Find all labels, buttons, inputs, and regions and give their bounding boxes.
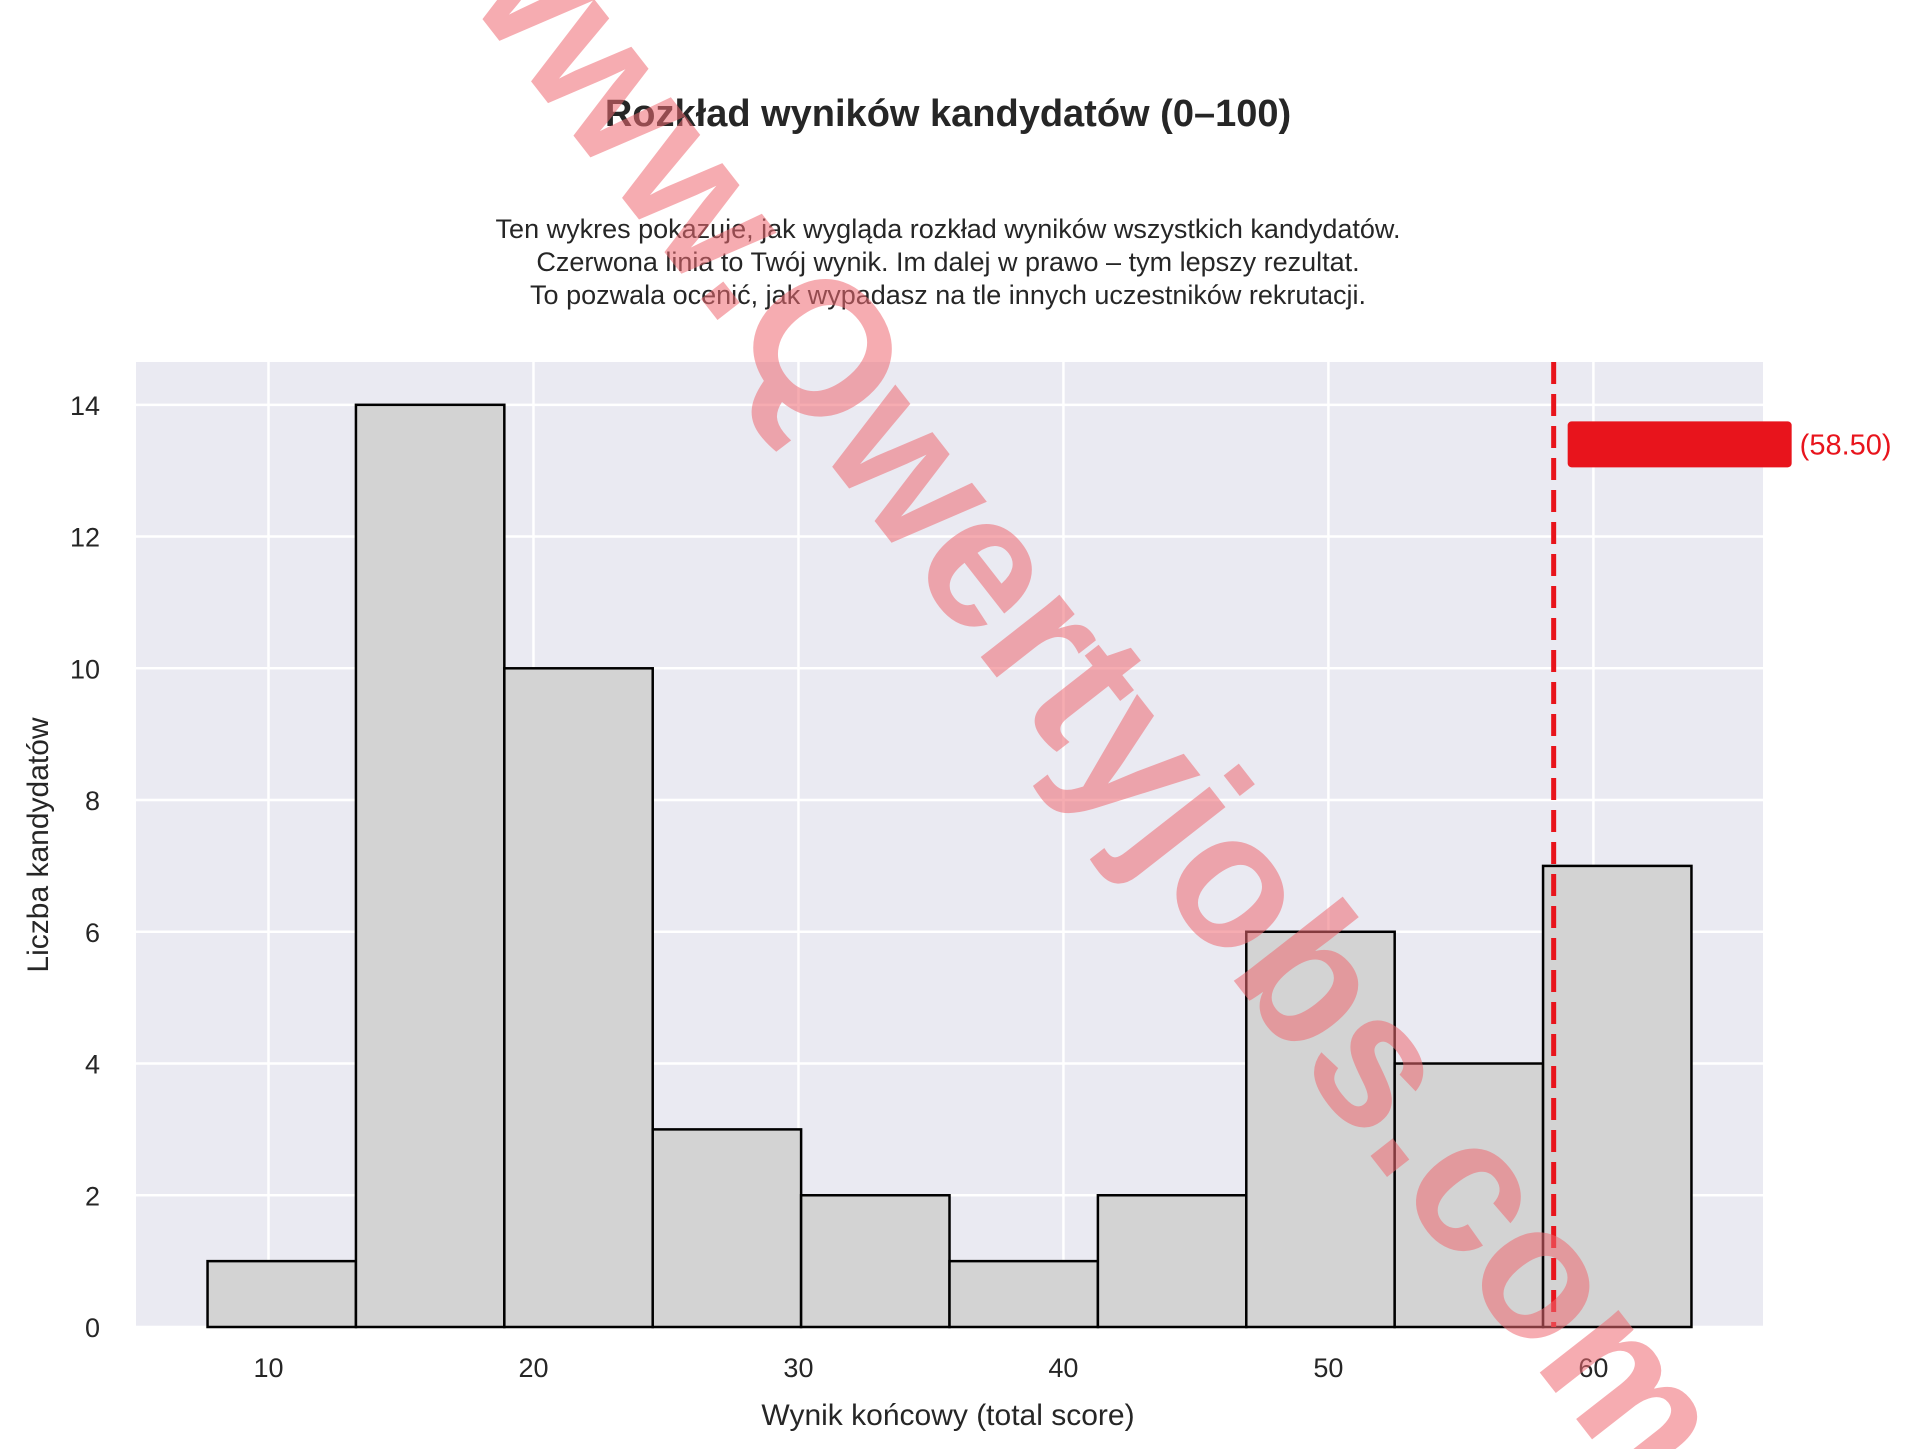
axis-ticks: 10 20 30 40 50 60 0 2 4 6 8 10 12 14 [70, 391, 1608, 1383]
x-tick-label: 30 [783, 1353, 813, 1383]
redacted-label-block [1567, 421, 1792, 468]
histogram-bars [206, 403, 1693, 1329]
histogram-bar [503, 667, 654, 1329]
chart-subtitle-line-1: Ten wykres pokazuje, jak wygląda rozkład… [496, 214, 1401, 244]
x-tick-label: 40 [1048, 1353, 1078, 1383]
x-axis-label: Wynik końcowy (total score) [761, 1399, 1134, 1432]
y-tick-label: 12 [70, 523, 100, 553]
histogram-bar [1393, 1062, 1545, 1329]
x-tick-label: 60 [1578, 1353, 1608, 1383]
chart-subtitle-line-2: Czerwona linia to Twój wynik. Im dalej w… [536, 247, 1359, 277]
y-tick-label: 6 [85, 918, 100, 948]
histogram-bar [1096, 1194, 1248, 1329]
histogram-bar [354, 403, 506, 1329]
chart-title: Rozkład wyników kandydatów (0–100) [605, 93, 1291, 135]
x-tick-label: 50 [1313, 1353, 1343, 1383]
y-axis-label: Liczba kandydatów [22, 717, 55, 972]
histogram-bar [948, 1259, 1100, 1329]
score-marker-label: (58.50) [1800, 429, 1892, 461]
x-tick-label: 10 [253, 1353, 283, 1383]
y-tick-label: 2 [85, 1181, 100, 1211]
y-tick-label: 0 [85, 1313, 100, 1343]
histogram-bar [206, 1259, 358, 1329]
y-tick-label: 10 [70, 654, 100, 684]
chart-subtitle-line-3: To pozwala ocenić, jak wypadasz na tle i… [530, 280, 1366, 310]
histogram-bar [1541, 864, 1693, 1329]
histogram-bar [799, 1194, 951, 1329]
score-marker: (58.50) [1551, 362, 1892, 1327]
x-tick-label: 20 [518, 1353, 548, 1383]
y-tick-label: 14 [70, 391, 100, 421]
y-tick-label: 4 [85, 1050, 100, 1080]
histogram-bar [651, 1128, 803, 1329]
histogram-bar [1245, 930, 1396, 1329]
y-tick-label: 8 [85, 786, 100, 816]
